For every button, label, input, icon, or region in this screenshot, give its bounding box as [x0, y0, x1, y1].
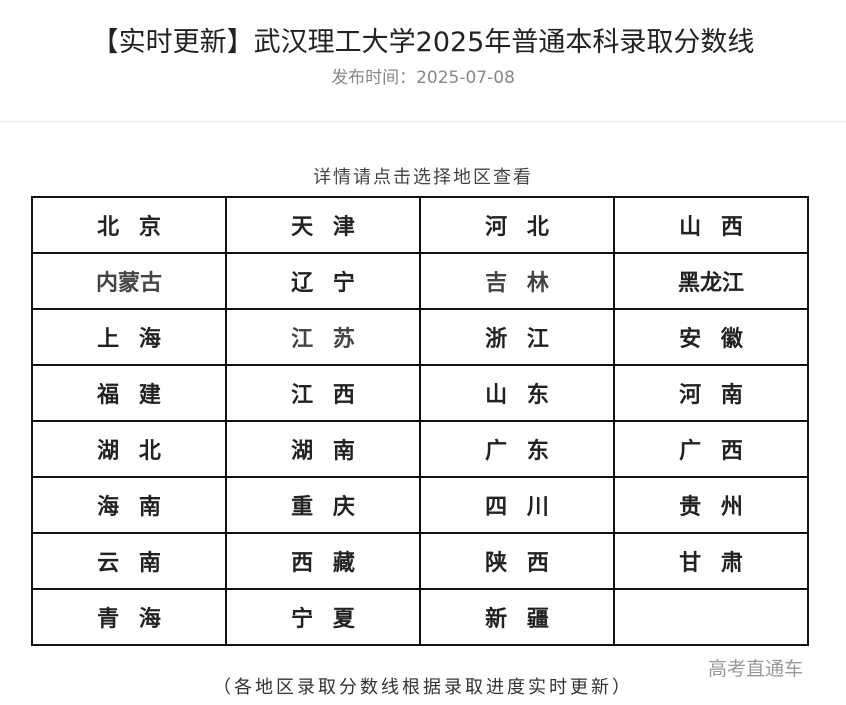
table-row: 海南 重庆 四川 贵州: [31, 476, 809, 534]
table-row: 上海 江苏 浙江 安徽: [31, 308, 809, 366]
region-link[interactable]: 浙江: [419, 308, 615, 366]
region-link[interactable]: 宁夏: [225, 588, 421, 646]
region-link[interactable]: 山东: [419, 364, 615, 422]
region-link[interactable]: 吉林: [419, 252, 615, 310]
region-link[interactable]: 河北: [419, 196, 615, 254]
region-link[interactable]: 青海: [31, 588, 227, 646]
region-link[interactable]: 广西: [613, 420, 809, 478]
region-link[interactable]: 海南: [31, 476, 227, 534]
region-link[interactable]: 贵州: [613, 476, 809, 534]
region-link[interactable]: 内蒙古: [31, 252, 227, 310]
region-link[interactable]: 江西: [225, 364, 421, 422]
region-link[interactable]: 辽宁: [225, 252, 421, 310]
region-link[interactable]: 湖北: [31, 420, 227, 478]
region-link[interactable]: 江苏: [225, 308, 421, 366]
table-row: 北京 天津 河北 山西: [31, 196, 809, 254]
table-row: 内蒙古 辽宁 吉林 黑龙江: [31, 252, 809, 310]
region-link[interactable]: 新疆: [419, 588, 615, 646]
region-link[interactable]: 河南: [613, 364, 809, 422]
region-link[interactable]: 天津: [225, 196, 421, 254]
publish-date: 发布时间：2025-07-08: [331, 68, 515, 88]
footer-note: （各地区录取分数线根据录取进度实时更新）: [213, 677, 633, 698]
region-link[interactable]: 山西: [613, 196, 809, 254]
region-link[interactable]: 陕西: [419, 532, 615, 590]
empty-cell: [613, 588, 809, 646]
region-link[interactable]: 黑龙江: [613, 252, 809, 310]
region-link[interactable]: 北京: [31, 196, 227, 254]
region-link[interactable]: 甘肃: [613, 532, 809, 590]
region-link[interactable]: 安徽: [613, 308, 809, 366]
region-link[interactable]: 福建: [31, 364, 227, 422]
region-link[interactable]: 云南: [31, 532, 227, 590]
region-link[interactable]: 广东: [419, 420, 615, 478]
region-link[interactable]: 西藏: [225, 532, 421, 590]
page-title: 【实时更新】武汉理工大学2025年普通本科录取分数线: [91, 27, 755, 58]
table-row: 云南 西藏 陕西 甘肃: [31, 532, 809, 590]
region-link[interactable]: 四川: [419, 476, 615, 534]
watermark: 高考直通车: [708, 658, 804, 680]
table-row: 青海 宁夏 新疆: [31, 588, 809, 646]
region-link[interactable]: 上海: [31, 308, 227, 366]
table-row: 湖北 湖南 广东 广西: [31, 420, 809, 478]
region-link[interactable]: 湖南: [225, 420, 421, 478]
hint-text: 详情请点击选择地区查看: [313, 167, 533, 188]
divider: [0, 121, 846, 122]
region-link[interactable]: 重庆: [225, 476, 421, 534]
region-table: 北京 天津 河北 山西 内蒙古 辽宁 吉林 黑龙江 上海 江苏 浙江 安徽 福建 江西 山东 河南 湖北 湖南 广东…: [31, 196, 809, 646]
table-row: 福建 江西 山东 河南: [31, 364, 809, 422]
